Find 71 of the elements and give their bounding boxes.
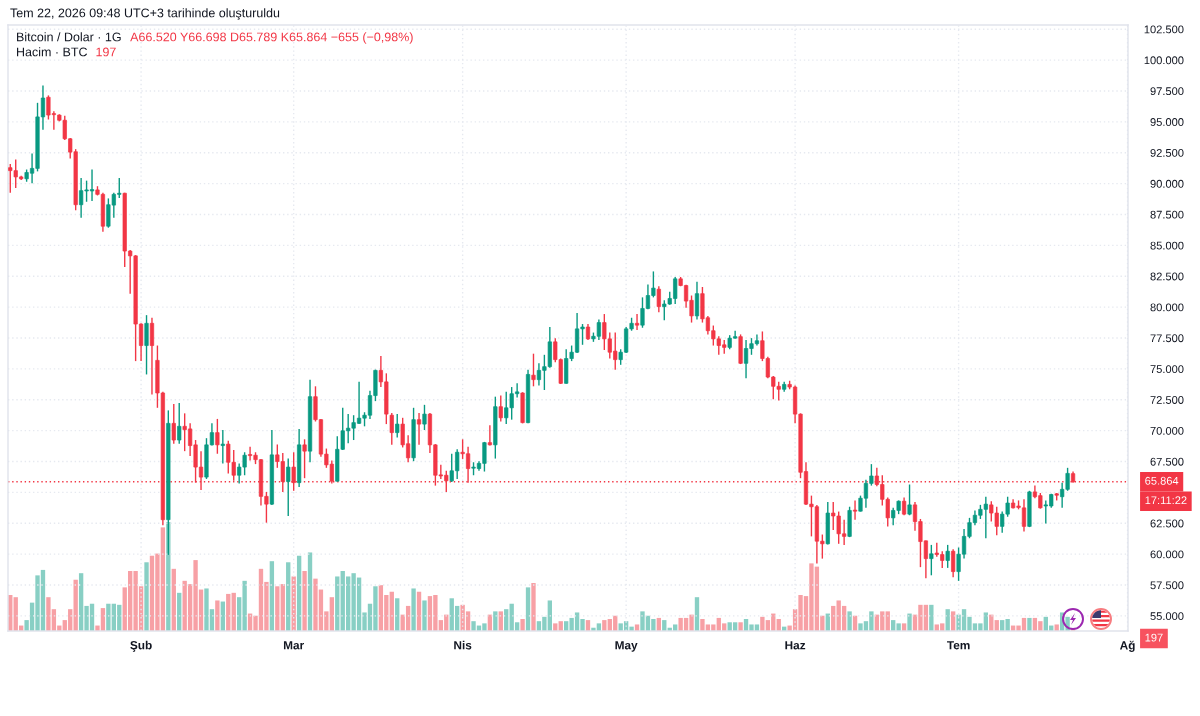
bar [144, 562, 149, 631]
bar [215, 600, 220, 631]
x-tick-label: Şub [130, 640, 152, 652]
y-tick-label: 75.000 [1150, 365, 1184, 374]
y-tick-label: 72.500 [1150, 396, 1184, 404]
bar [422, 600, 427, 631]
candlestick [215, 418, 220, 455]
chart-title: Hacim · BTC [17, 47, 88, 57]
candlestick [395, 413, 400, 439]
x-tick-label: Ağ [1119, 640, 1135, 652]
candlestick [286, 457, 291, 517]
y-tick-label: 85.000 [1150, 241, 1184, 250]
bar [907, 613, 912, 631]
y-tick-label: 90.000 [1150, 179, 1184, 188]
y-tick-label: 55.000 [1150, 612, 1184, 621]
y-tick-label: 57.500 [1150, 581, 1184, 590]
candlestick [951, 548, 956, 578]
text: Tem 22, 2026 09:48 UTC+3 tarihinde oluşturuldu [10, 8, 280, 20]
y-tick-label: 95.000 [1150, 118, 1184, 126]
candlestick [144, 314, 149, 376]
candlestick [498, 394, 503, 423]
candlestick [389, 412, 394, 446]
bar [738, 622, 743, 631]
bar [847, 611, 852, 631]
candlestick [907, 483, 912, 516]
y-tick-label: 67.500 [1150, 457, 1184, 466]
bar [493, 611, 498, 631]
bar [929, 604, 934, 631]
y-tick-label: 77.500 [1150, 334, 1184, 343]
candlestick [694, 281, 700, 321]
candlestick [634, 313, 640, 331]
candlestick [945, 544, 950, 569]
y-tick-label: 92.500 [1150, 148, 1184, 157]
bar [302, 571, 307, 631]
y-tick-label: 62.500 [1150, 519, 1184, 528]
bar [531, 583, 536, 631]
candlestick [220, 429, 225, 465]
text: 197 [1145, 633, 1163, 642]
x-tick-label: Nis [454, 640, 472, 650]
candlestick [656, 285, 661, 313]
candlestick [302, 438, 307, 479]
candlestick [487, 424, 492, 447]
x-tick-label: Haz [785, 641, 806, 650]
bar [520, 619, 525, 631]
candlestick [531, 352, 536, 387]
y-tick-label: 82.500 [1150, 272, 1184, 281]
ref-line-label: 65.864 [1145, 476, 1179, 485]
candlestick [852, 499, 858, 521]
x-tick-label: Tem [947, 641, 970, 650]
candlestick [171, 403, 176, 445]
y-tick-label: 70.000 [1150, 426, 1184, 435]
text: A66.520 Y66.698 D65.789 K65.864 −655 (−0,98%) [130, 32, 413, 44]
y-tick-label: 97.500 [1150, 87, 1184, 96]
y-tick-label: 100.000 [1144, 56, 1184, 65]
text: 17:11:22 [1145, 496, 1187, 505]
x-tick-label: Mar [283, 641, 304, 650]
candlestick [929, 544, 934, 576]
bar [411, 588, 416, 631]
candlestick [177, 402, 182, 445]
y-tick-label: 60.000 [1150, 550, 1184, 559]
candlestick [416, 412, 422, 446]
y-tick-label: 80.000 [1150, 303, 1184, 312]
y-tick-label: 87.500 [1150, 210, 1184, 219]
y-tick-label: 102.500 [1144, 25, 1184, 34]
candlestick [149, 317, 155, 396]
x-tick-label: May [615, 641, 638, 652]
bar [291, 576, 296, 631]
candlestick [422, 404, 427, 431]
text: 197 [96, 47, 116, 57]
bar [1027, 617, 1032, 631]
chart-title: Bitcoin / Dolar · 1G [17, 32, 121, 42]
